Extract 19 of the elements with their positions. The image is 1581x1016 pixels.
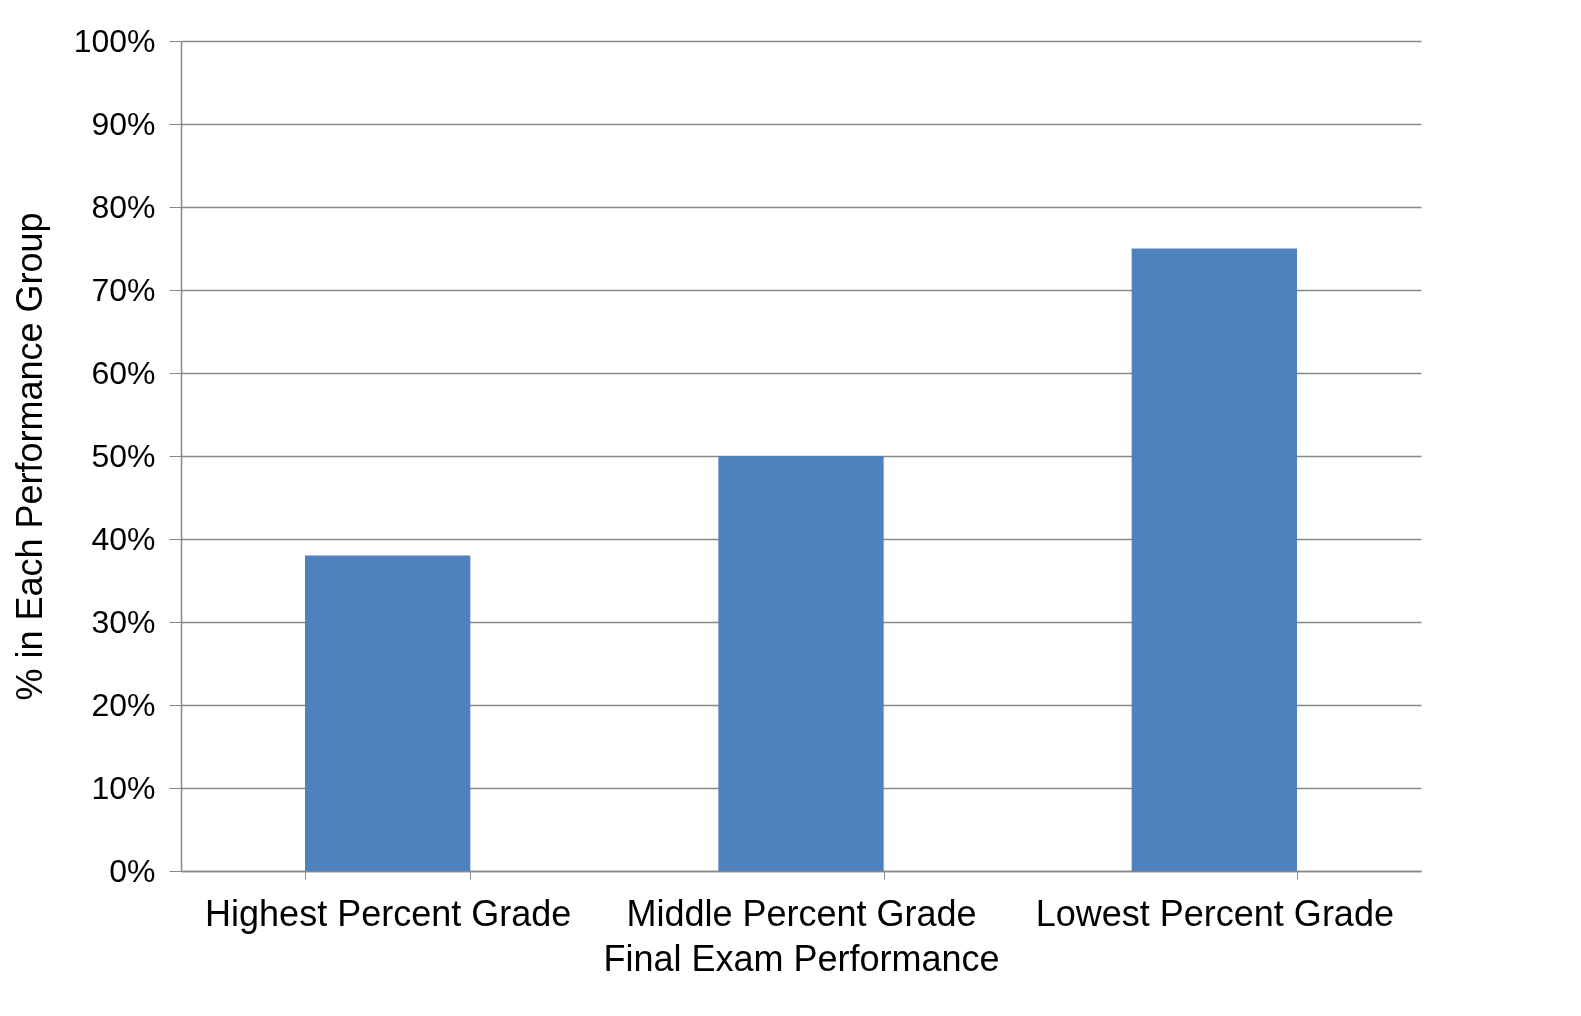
y-tick-label: 70%: [91, 271, 156, 308]
x-tick-label: Lowest Percent Grade: [1035, 892, 1394, 934]
y-tick-label: 10%: [91, 769, 156, 806]
x-tick-label: Middle Percent Grade: [626, 892, 977, 934]
y-tick-label: 90%: [91, 105, 156, 142]
y-tick-label: 60%: [91, 354, 156, 391]
x-axis-title: Final Exam Performance: [603, 937, 1000, 979]
bar: [1131, 248, 1297, 871]
y-tick-label: 50%: [91, 437, 156, 474]
y-axis-title: % in Each Performance Group: [8, 212, 50, 701]
bar: [718, 456, 884, 871]
y-tick-label: 80%: [91, 188, 156, 225]
y-tick-label: 40%: [91, 520, 156, 557]
x-tick-label: Highest Percent Grade: [205, 892, 572, 934]
y-tick-label: 0%: [109, 852, 156, 889]
y-tick-label: 20%: [91, 686, 156, 723]
bar: [305, 555, 471, 871]
y-tick-label: 100%: [73, 22, 156, 59]
y-tick-label: 30%: [91, 603, 156, 640]
